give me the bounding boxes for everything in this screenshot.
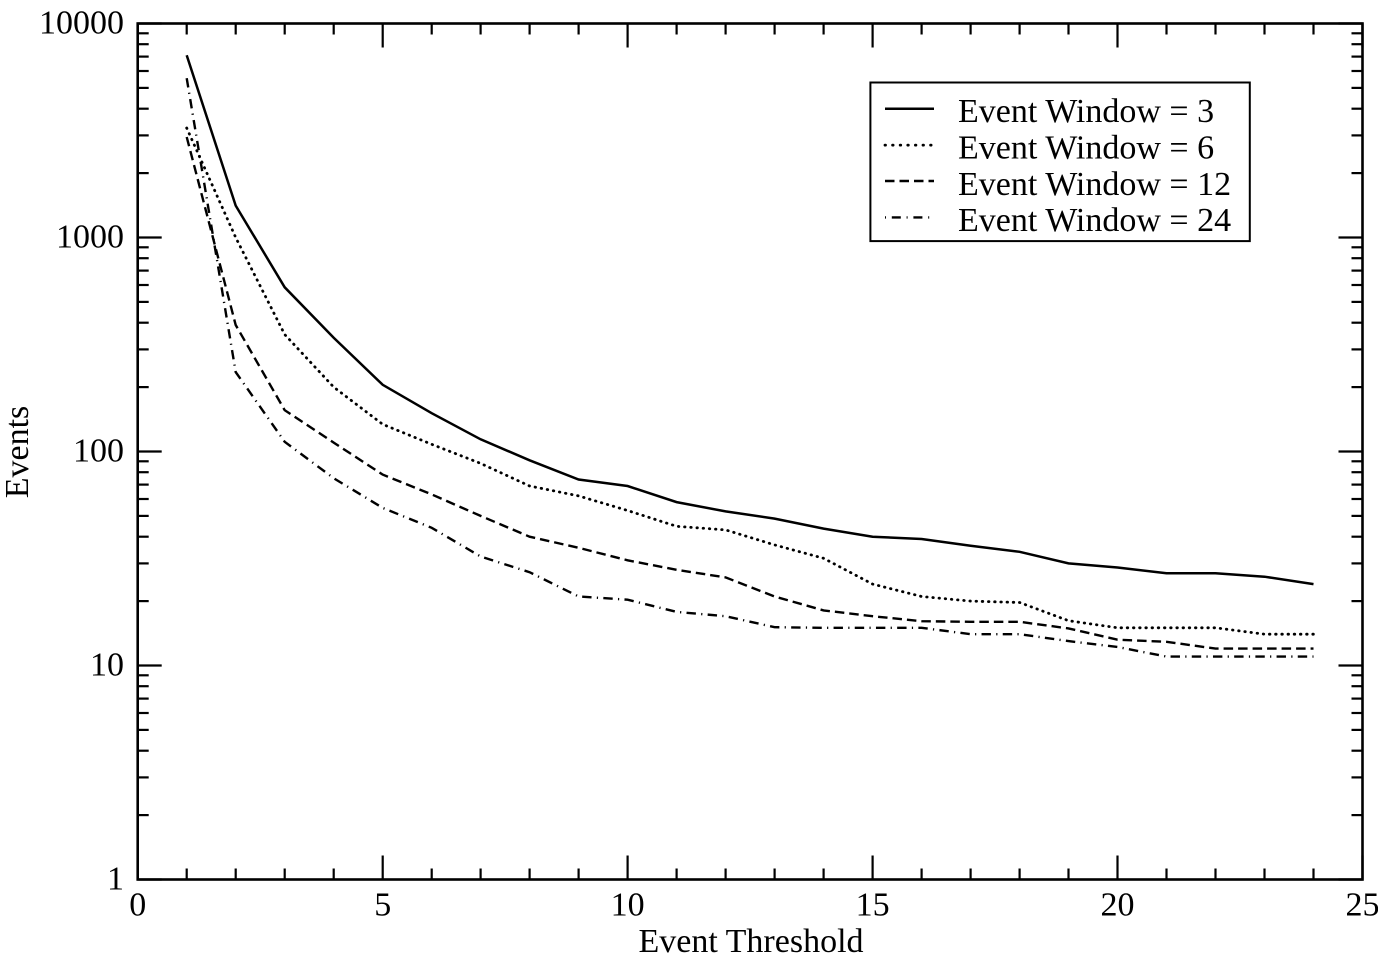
svg-text:25: 25 [1346,887,1378,924]
svg-text:10: 10 [90,647,124,684]
svg-text:Event Window = 6: Event Window = 6 [958,130,1214,167]
svg-text:Event Window = 12: Event Window = 12 [958,166,1231,203]
svg-text:Events: Events [0,406,36,499]
svg-text:0: 0 [129,887,146,924]
svg-text:1000: 1000 [56,219,124,256]
svg-text:Event Window = 3: Event Window = 3 [958,93,1214,130]
svg-text:10000: 10000 [39,5,124,42]
svg-text:20: 20 [1101,887,1135,924]
svg-text:Event Window = 24: Event Window = 24 [958,202,1231,239]
svg-text:10: 10 [611,887,645,924]
svg-text:Event Threshold: Event Threshold [638,923,863,960]
svg-text:15: 15 [856,887,890,924]
svg-text:5: 5 [374,887,391,924]
svg-text:1: 1 [107,861,124,898]
svg-text:100: 100 [73,433,124,470]
